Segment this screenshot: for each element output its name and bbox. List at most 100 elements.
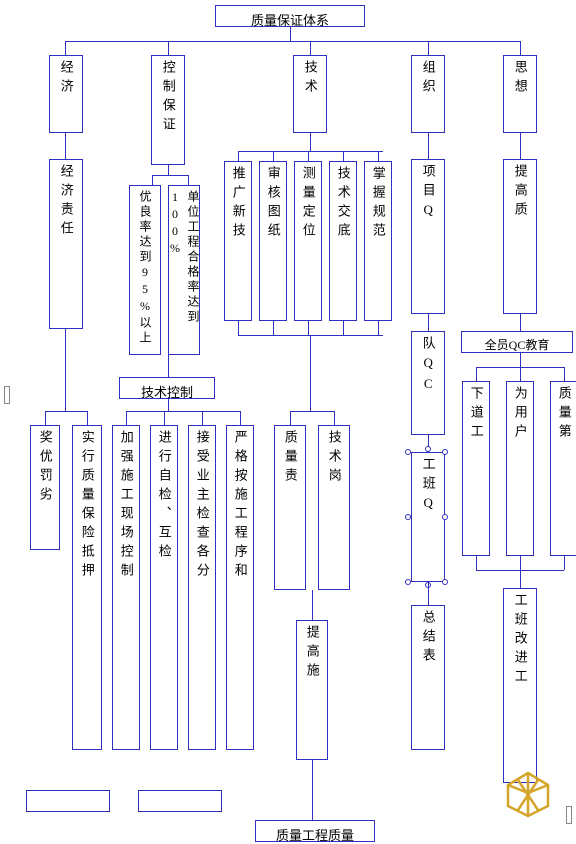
node-org: 组织 — [411, 55, 445, 133]
label: 掌握规范 — [368, 166, 388, 242]
node-econ-duty: 经济责任 — [49, 159, 83, 329]
connector — [45, 411, 46, 425]
connector — [310, 133, 311, 151]
label: 接受业主检查各分 — [192, 430, 212, 582]
node-reward: 奖优罚劣 — [30, 425, 60, 550]
node-improve-cons: 提高施 — [296, 620, 328, 760]
selection-handle[interactable] — [405, 514, 411, 520]
node-tech-post: 技术岗 — [318, 425, 350, 590]
connector — [312, 760, 313, 820]
connector — [290, 411, 291, 425]
label: 总结表 — [418, 610, 438, 667]
connector — [310, 41, 311, 55]
connector — [428, 314, 429, 331]
label: 优良率达到95%以上 — [136, 190, 154, 346]
label: 奖优罚劣 — [35, 430, 55, 506]
selection-handle[interactable] — [405, 579, 411, 585]
connector — [168, 165, 169, 175]
connector — [290, 411, 334, 412]
label: 实行质量保险抵押 — [77, 430, 97, 582]
node-tech-control: 技术控制 — [119, 377, 215, 399]
connector — [310, 335, 311, 411]
root-box: 质量保证体系 — [215, 5, 365, 27]
node-next-proc: 下道工 — [462, 381, 490, 556]
connector — [520, 556, 521, 570]
connector — [240, 411, 241, 425]
connector — [476, 367, 477, 381]
node-tech: 技术 — [293, 55, 327, 133]
label: 技术 — [300, 60, 320, 98]
margin-handle-right[interactable] — [566, 806, 572, 824]
node-quality-first: 质量第 — [550, 381, 576, 556]
selection-handle[interactable] — [442, 514, 448, 520]
bottom-box-3: 质量工程质量 — [255, 820, 375, 842]
label: 组织 — [418, 60, 438, 98]
label: 加强施工现场控制 — [116, 430, 136, 582]
label: 审核图纸 — [263, 166, 283, 242]
selection-handle[interactable] — [442, 449, 448, 455]
connector — [564, 556, 565, 570]
node-tech-1: 推广新技 — [224, 161, 252, 321]
node-insurance: 实行质量保险抵押 — [72, 425, 102, 750]
margin-handle-left[interactable] — [4, 386, 10, 404]
label: 严格按施工程序和 — [230, 430, 250, 582]
node-improve-q: 提高质 — [503, 159, 537, 314]
connector — [168, 41, 169, 55]
connector — [273, 321, 274, 335]
connector — [520, 314, 521, 331]
node-tech-3: 测量定位 — [294, 161, 322, 321]
connector — [65, 133, 66, 159]
connector — [188, 175, 189, 185]
label: 技术岗 — [324, 430, 344, 487]
selection-handle[interactable] — [405, 449, 411, 455]
label: 推广新技 — [228, 166, 248, 242]
connector — [65, 329, 66, 411]
connector — [520, 133, 521, 159]
connector — [476, 556, 477, 570]
selection-handle[interactable] — [442, 579, 448, 585]
connector — [428, 133, 429, 159]
connector — [168, 399, 169, 411]
connector — [238, 151, 239, 161]
node-tech-4: 技术交底 — [329, 161, 357, 321]
node-workteam-q: 工班Q — [411, 452, 445, 582]
connector — [238, 321, 239, 335]
node-tech-2: 审核图纸 — [259, 161, 287, 321]
connector — [308, 151, 309, 161]
connector — [65, 41, 66, 55]
node-site-control: 加强施工现场控制 — [112, 425, 140, 750]
label: 提高质 — [510, 164, 530, 221]
label: 质量工程质量 — [258, 825, 372, 844]
label: 为用户 — [510, 386, 530, 443]
connector — [290, 27, 291, 41]
label: 项目Q — [418, 164, 438, 223]
label: 技术控制 — [122, 382, 212, 401]
connector — [428, 582, 429, 605]
node-for-user: 为用户 — [506, 381, 534, 556]
label: 经济责任 — [56, 164, 76, 240]
label: 工班改进工 — [510, 593, 530, 688]
node-team-qc: 队QC — [411, 331, 445, 435]
connector — [126, 411, 240, 412]
node-workteam-improve: 工班改进工 — [503, 588, 537, 783]
node-summary: 总结表 — [411, 605, 445, 750]
label: 下道工 — [466, 386, 486, 443]
connector — [378, 321, 379, 335]
connector — [343, 151, 344, 161]
node-quality-95: 优良率达到95%以上 — [129, 185, 161, 355]
node-quality-duty: 质量责 — [274, 425, 306, 590]
node-quality-100: 单位工程合格率达到100% — [168, 185, 200, 355]
node-strict-proc: 严格按施工程序和 — [226, 425, 254, 750]
node-qc-edu: 全员QC教育 — [461, 331, 573, 353]
label: 工班Q — [418, 457, 438, 516]
label: 控制保证 — [158, 60, 178, 136]
label: 全员QC教育 — [464, 336, 570, 353]
connector — [152, 175, 153, 185]
label: 质量第 — [554, 386, 574, 443]
connector — [520, 353, 521, 367]
connector — [152, 175, 188, 176]
connector — [273, 151, 274, 161]
connector — [238, 151, 383, 152]
connector — [164, 411, 165, 425]
connector — [168, 355, 169, 377]
